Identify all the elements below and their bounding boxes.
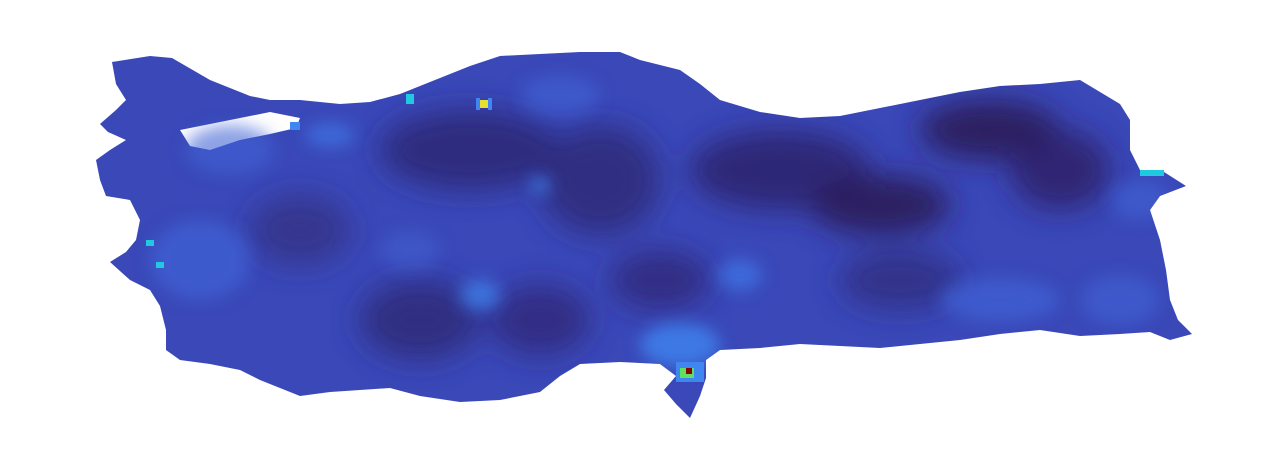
hotspot-black-sea-coast bbox=[480, 100, 488, 108]
hotspot-east-border bbox=[1140, 170, 1164, 176]
hotspot-aegean-coast bbox=[146, 240, 154, 246]
hotspots bbox=[146, 94, 1164, 382]
low-value-zones bbox=[250, 100, 1110, 360]
hotspot-northwest-coast bbox=[406, 94, 414, 104]
hotspot-adana-south bbox=[686, 368, 692, 374]
intensity-layers bbox=[150, 75, 1170, 367]
brighter-zones bbox=[150, 75, 1170, 367]
